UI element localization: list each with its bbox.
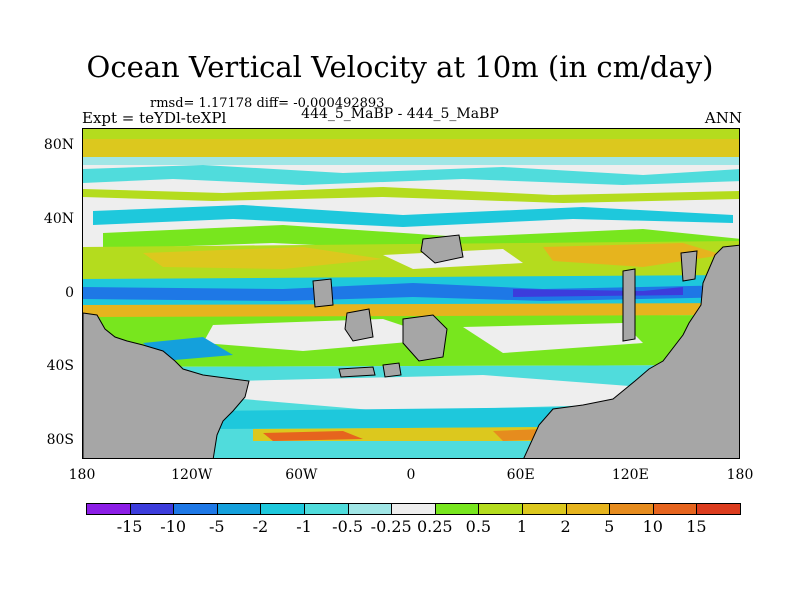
y-tick-label: 40S (46, 358, 74, 375)
colorbar-cell (696, 503, 741, 515)
y-tick-label: 80S (46, 431, 74, 448)
x-tick-label: 60E (506, 467, 535, 483)
land (83, 234, 739, 458)
land-island-7 (622, 268, 636, 342)
colorbar-cell (129, 503, 175, 515)
colorbar-label: 10 (642, 517, 663, 536)
colorbar-cell (86, 503, 131, 515)
x-tick-label: 60W (285, 467, 318, 483)
colorbar-cell (609, 503, 654, 515)
colorbar-cell (434, 503, 480, 515)
map-plot-area (82, 128, 740, 459)
colorbar-label: 0.25 (416, 517, 453, 536)
southern-ocean-streak (203, 407, 583, 429)
arctic-edge (83, 157, 739, 165)
antarctic-coastal-peak-1 (263, 431, 363, 441)
colorbar-label: -1 (296, 517, 312, 536)
land-island-1 (312, 278, 334, 308)
season-label: ANN (704, 109, 742, 127)
x-tick-label: 120W (171, 467, 213, 483)
land-island-8 (680, 250, 698, 282)
colorbar-label: 0.5 (465, 517, 492, 536)
equator-core (83, 283, 739, 301)
colorbar-label: 15 (686, 517, 707, 536)
land-island-6 (338, 366, 376, 378)
x-tick-label: 120E (611, 467, 649, 483)
equator-downwelling (83, 303, 739, 319)
equator-peak (513, 287, 683, 297)
x-tick-label: 0 (406, 467, 416, 483)
colorbar-cell (347, 503, 393, 515)
colorbar-cell (304, 503, 349, 515)
colorbar-label: -0.5 (332, 517, 364, 536)
colorbar-cell (216, 503, 262, 515)
y-tick-label: 80N (43, 137, 74, 154)
colorbar-cell (260, 503, 305, 515)
y-tick-label: 40N (43, 210, 74, 227)
nh-streak-2 (83, 187, 739, 203)
colorbar-cell (652, 503, 698, 515)
chart-title: Ocean Vertical Velocity at 10m (in cm/da… (86, 50, 714, 84)
nh-streak-3 (93, 205, 733, 227)
stats-text: rmsd= 1.17178 diff= -0.000492893 (150, 96, 385, 111)
nh-streak-1 (83, 165, 739, 185)
land-island-2 (344, 308, 374, 342)
colorbar-label: -2 (252, 517, 269, 536)
land-south-america (83, 312, 250, 458)
subtropics-patch-1 (143, 247, 383, 269)
colorbar-cell (522, 503, 567, 515)
arctic-band-top (83, 129, 739, 139)
colorbar-cell (173, 503, 218, 515)
land-island-5 (382, 362, 402, 378)
run-label: 444_5_MaBP - 444_5_MaBP (301, 106, 499, 122)
experiment-label: Expt = teYDl-teXPl (82, 109, 227, 127)
land-asia-africa (523, 244, 739, 458)
sh-tropics-gap-1 (203, 319, 443, 351)
colorbar-label: -10 (160, 517, 187, 536)
y-tick-label: 0 (65, 284, 74, 301)
colorbar-label: -15 (116, 517, 143, 536)
colorbar-label: 5 (604, 517, 615, 536)
map-field (83, 129, 739, 458)
colorbar-label: -5 (209, 517, 225, 536)
colorbar-label: -0.25 (370, 517, 412, 536)
colorbar-cell (478, 503, 523, 515)
colorbar-cell (565, 503, 611, 515)
subtropics-patch-2 (543, 243, 723, 267)
colorbar (86, 503, 741, 515)
colorbar-cell (391, 503, 436, 515)
colorbar-label: 2 (560, 517, 571, 536)
colorbar-label: 1 (516, 517, 528, 536)
southern-ocean-gap (233, 375, 643, 411)
land-island-4 (420, 234, 464, 264)
land-island-3 (402, 314, 448, 362)
x-tick-label: 180 (68, 467, 96, 483)
sh-tropics-gap-2 (463, 323, 643, 353)
x-tick-label: 180 (726, 467, 754, 483)
